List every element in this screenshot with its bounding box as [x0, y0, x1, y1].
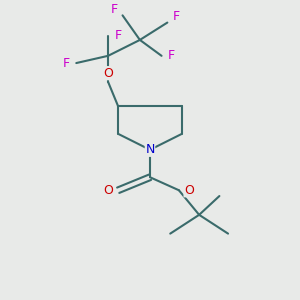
Text: O: O: [103, 184, 113, 197]
Text: F: F: [115, 29, 122, 42]
Text: F: F: [63, 57, 70, 70]
Text: O: O: [184, 184, 194, 197]
Text: F: F: [172, 10, 180, 23]
Text: N: N: [145, 143, 155, 156]
Text: F: F: [168, 49, 175, 62]
Text: O: O: [103, 67, 113, 80]
Text: F: F: [110, 3, 117, 16]
